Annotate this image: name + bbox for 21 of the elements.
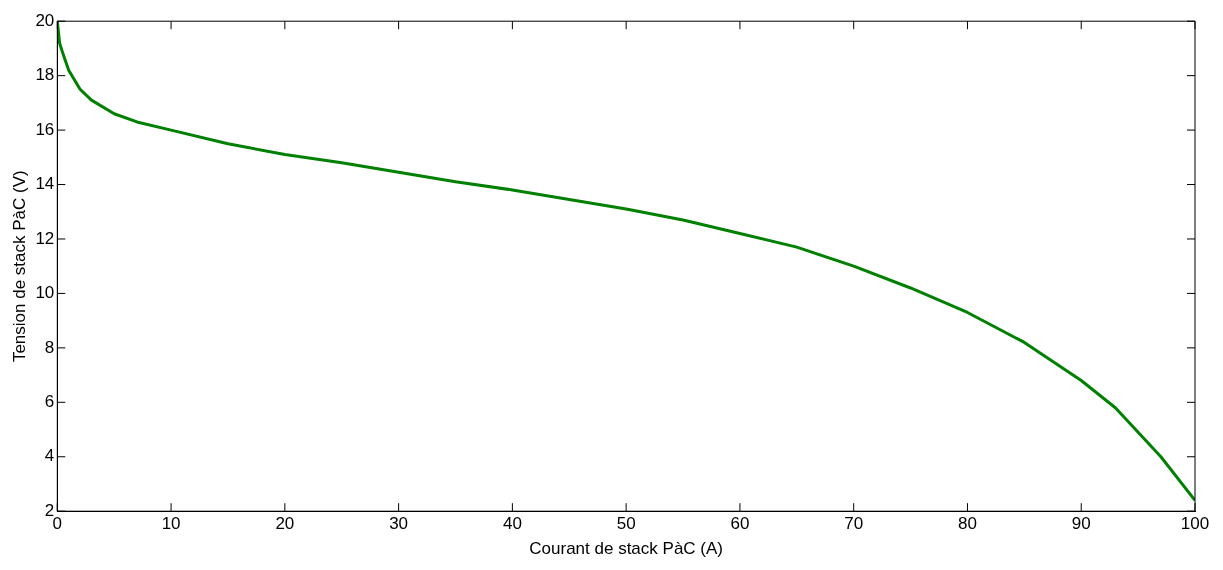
y-tick-label: 6 [44,392,55,411]
x-tick-label: 80 [958,514,977,534]
y-tick-label: 20 [35,10,55,30]
x-tick-label: 100 [1180,514,1210,534]
y-tick-label: 16 [35,119,55,139]
x-tick-label: 60 [730,514,750,534]
x-tick-label: 30 [389,514,409,534]
y-tick-label: 4 [44,446,55,466]
y-tick-label: 18 [35,65,55,85]
x-tick-label: 40 [502,514,522,534]
y-tick-label: 8 [44,337,55,357]
y-axis-title: Tension de stack PàC (V) [9,170,29,363]
y-tick-label: 14 [35,174,55,194]
y-tick-label: 10 [35,283,55,303]
x-tick-label: 10 [161,514,181,534]
x-tick-label: 50 [616,514,636,534]
x-tick-label: 90 [1071,514,1091,534]
x-axis-title: Courant de stack PàC (A) [529,539,724,559]
y-tick-label: 12 [35,228,55,248]
x-tick-label: 20 [275,514,295,534]
x-tick-label: 70 [844,514,864,534]
